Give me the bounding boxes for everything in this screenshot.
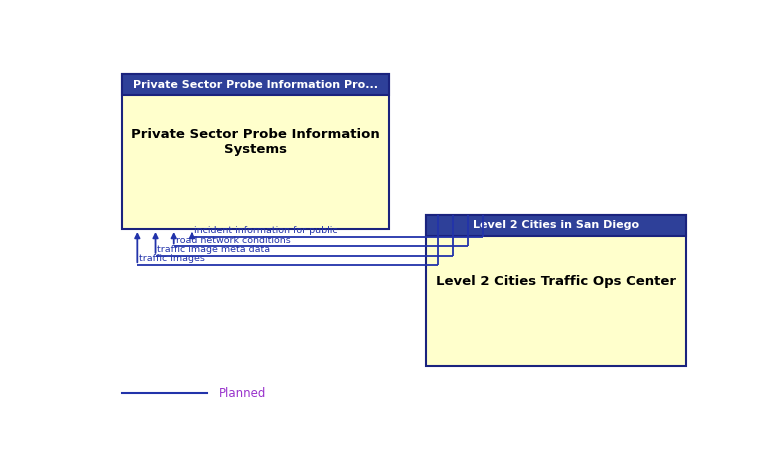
Text: Level 2 Cities Traffic Ops Center: Level 2 Cities Traffic Ops Center [436,275,676,288]
Text: traffic images: traffic images [139,255,205,263]
Bar [426,215,687,235]
Text: Private Sector Probe Information Pro...: Private Sector Probe Information Pro... [133,80,378,90]
Text: traffic image meta data: traffic image meta data [157,245,270,254]
Bar [426,215,687,366]
Text: Planned: Planned [219,387,267,400]
Text: Private Sector Probe Information
Systems: Private Sector Probe Information Systems [132,128,380,156]
Text: road network conditions: road network conditions [175,235,290,245]
Bar [122,74,389,229]
Text: Level 2 Cities in San Diego: Level 2 Cities in San Diego [473,220,639,230]
Bar [122,74,389,95]
Text: incident information for public: incident information for public [193,226,337,235]
